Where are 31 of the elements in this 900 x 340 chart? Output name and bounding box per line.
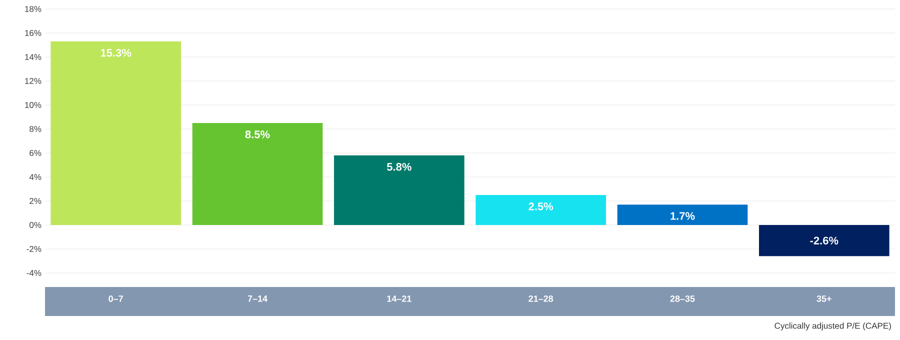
y-tick-label: 10% bbox=[25, 102, 42, 108]
bar bbox=[192, 122, 323, 225]
y-tick-label: 12% bbox=[25, 78, 42, 84]
x-tick-label: 28–35 bbox=[670, 296, 695, 302]
bar bbox=[476, 194, 606, 225]
bar bbox=[334, 155, 464, 225]
bar bbox=[617, 204, 748, 225]
y-tick-label: 2% bbox=[30, 198, 42, 204]
data-label: 8.5% bbox=[245, 130, 270, 138]
x-tick-label: 14–21 bbox=[387, 296, 412, 302]
bar bbox=[50, 41, 182, 225]
data-label: -2.6% bbox=[810, 236, 838, 244]
data-label: 2.5% bbox=[528, 202, 554, 210]
x-tick-label: 35+ bbox=[816, 296, 832, 302]
x-tick-label: 21–28 bbox=[528, 296, 554, 302]
bar bbox=[758, 224, 890, 256]
y-tick-label: 14% bbox=[25, 54, 42, 60]
y-tick-label: 18% bbox=[25, 6, 42, 12]
y-tick-label: 0% bbox=[30, 222, 42, 228]
y-tick-label: 6% bbox=[30, 150, 42, 156]
y-tick-label: 4% bbox=[29, 174, 42, 180]
x-axis-title: Cyclically adjusted P/E (CAPE) bbox=[774, 322, 891, 330]
y-tick-label: 16% bbox=[25, 30, 42, 36]
data-label: 15.3% bbox=[100, 48, 132, 57]
y-tick-label: -4% bbox=[26, 270, 42, 276]
y-tick-label: -2% bbox=[26, 246, 42, 252]
data-label: 5.8% bbox=[386, 162, 412, 171]
data-label: 1.7% bbox=[670, 212, 695, 220]
x-tick-label: 7–14 bbox=[248, 296, 268, 302]
y-tick-label: 8% bbox=[30, 126, 42, 132]
x-tick-label: 0–7 bbox=[108, 296, 123, 302]
